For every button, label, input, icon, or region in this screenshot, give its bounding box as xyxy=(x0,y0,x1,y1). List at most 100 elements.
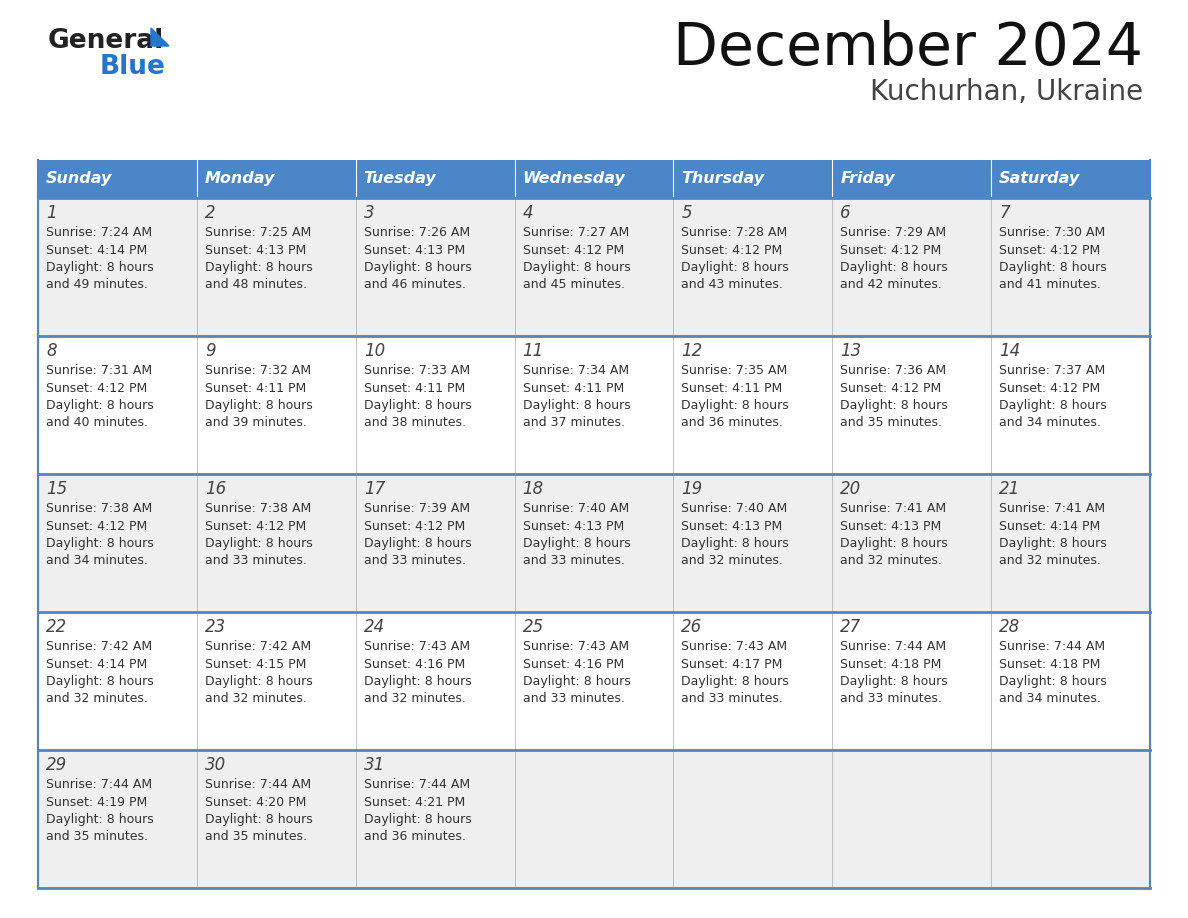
Text: Sunrise: 7:38 AM: Sunrise: 7:38 AM xyxy=(204,502,311,515)
Text: 8: 8 xyxy=(46,342,57,360)
Text: Daylight: 8 hours: Daylight: 8 hours xyxy=(523,537,631,550)
Text: and 38 minutes.: and 38 minutes. xyxy=(364,417,466,430)
Text: and 34 minutes.: and 34 minutes. xyxy=(46,554,147,567)
Text: Sunrise: 7:27 AM: Sunrise: 7:27 AM xyxy=(523,226,628,239)
Text: and 33 minutes.: and 33 minutes. xyxy=(682,692,783,706)
Text: Daylight: 8 hours: Daylight: 8 hours xyxy=(46,813,153,826)
Text: Sunrise: 7:33 AM: Sunrise: 7:33 AM xyxy=(364,364,469,377)
Text: Sunset: 4:13 PM: Sunset: 4:13 PM xyxy=(840,520,942,532)
Text: Sunrise: 7:37 AM: Sunrise: 7:37 AM xyxy=(999,364,1105,377)
Text: Sunset: 4:11 PM: Sunset: 4:11 PM xyxy=(204,382,307,395)
Text: Sunrise: 7:24 AM: Sunrise: 7:24 AM xyxy=(46,226,152,239)
Text: Sunrise: 7:42 AM: Sunrise: 7:42 AM xyxy=(46,640,152,653)
Text: and 32 minutes.: and 32 minutes. xyxy=(682,554,783,567)
Text: Sunrise: 7:29 AM: Sunrise: 7:29 AM xyxy=(840,226,947,239)
Bar xyxy=(355,160,514,198)
Text: Sunday: Sunday xyxy=(46,172,113,186)
Text: Sunrise: 7:42 AM: Sunrise: 7:42 AM xyxy=(204,640,311,653)
Text: General: General xyxy=(48,28,164,54)
Text: Daylight: 8 hours: Daylight: 8 hours xyxy=(523,399,631,412)
Text: Daylight: 8 hours: Daylight: 8 hours xyxy=(364,399,472,412)
Text: Sunset: 4:12 PM: Sunset: 4:12 PM xyxy=(999,243,1100,256)
Text: Daylight: 8 hours: Daylight: 8 hours xyxy=(364,537,472,550)
Text: Daylight: 8 hours: Daylight: 8 hours xyxy=(204,813,312,826)
Text: Daylight: 8 hours: Daylight: 8 hours xyxy=(840,399,948,412)
Bar xyxy=(38,474,1150,612)
Bar xyxy=(514,160,674,198)
Text: Sunset: 4:16 PM: Sunset: 4:16 PM xyxy=(364,657,465,670)
Text: Sunset: 4:11 PM: Sunset: 4:11 PM xyxy=(364,382,465,395)
Text: and 33 minutes.: and 33 minutes. xyxy=(523,554,625,567)
Text: Sunset: 4:13 PM: Sunset: 4:13 PM xyxy=(364,243,465,256)
Text: 12: 12 xyxy=(682,342,702,360)
Text: Sunrise: 7:28 AM: Sunrise: 7:28 AM xyxy=(682,226,788,239)
Bar xyxy=(38,336,1150,474)
Text: and 35 minutes.: and 35 minutes. xyxy=(46,831,148,844)
Text: 24: 24 xyxy=(364,618,385,636)
Text: Sunrise: 7:30 AM: Sunrise: 7:30 AM xyxy=(999,226,1105,239)
Text: Sunrise: 7:41 AM: Sunrise: 7:41 AM xyxy=(840,502,947,515)
Text: Daylight: 8 hours: Daylight: 8 hours xyxy=(364,813,472,826)
Text: Sunset: 4:12 PM: Sunset: 4:12 PM xyxy=(204,520,307,532)
Text: 18: 18 xyxy=(523,480,544,498)
Text: Sunrise: 7:40 AM: Sunrise: 7:40 AM xyxy=(523,502,628,515)
Text: 29: 29 xyxy=(46,756,68,774)
Text: Sunset: 4:16 PM: Sunset: 4:16 PM xyxy=(523,657,624,670)
Text: December 2024: December 2024 xyxy=(672,20,1143,77)
Text: Daylight: 8 hours: Daylight: 8 hours xyxy=(46,675,153,688)
Text: Wednesday: Wednesday xyxy=(523,172,625,186)
Text: Kuchurhan, Ukraine: Kuchurhan, Ukraine xyxy=(870,78,1143,106)
Bar xyxy=(38,750,1150,888)
Text: Sunrise: 7:36 AM: Sunrise: 7:36 AM xyxy=(840,364,947,377)
Text: Sunset: 4:18 PM: Sunset: 4:18 PM xyxy=(840,657,942,670)
Bar xyxy=(38,612,1150,750)
Text: and 45 minutes.: and 45 minutes. xyxy=(523,278,625,292)
Text: and 32 minutes.: and 32 minutes. xyxy=(999,554,1101,567)
Text: 21: 21 xyxy=(999,480,1020,498)
Text: Sunrise: 7:39 AM: Sunrise: 7:39 AM xyxy=(364,502,469,515)
Text: Sunset: 4:19 PM: Sunset: 4:19 PM xyxy=(46,796,147,809)
Text: Sunset: 4:11 PM: Sunset: 4:11 PM xyxy=(682,382,783,395)
Text: 7: 7 xyxy=(999,204,1010,222)
Text: Monday: Monday xyxy=(204,172,276,186)
Text: Daylight: 8 hours: Daylight: 8 hours xyxy=(204,399,312,412)
Bar xyxy=(674,160,833,198)
Bar xyxy=(38,160,197,198)
Text: 11: 11 xyxy=(523,342,544,360)
Text: and 35 minutes.: and 35 minutes. xyxy=(204,831,307,844)
Text: Blue: Blue xyxy=(100,54,166,80)
Text: Sunset: 4:17 PM: Sunset: 4:17 PM xyxy=(682,657,783,670)
Text: 15: 15 xyxy=(46,480,68,498)
Text: and 39 minutes.: and 39 minutes. xyxy=(204,417,307,430)
Text: and 33 minutes.: and 33 minutes. xyxy=(840,692,942,706)
Text: 6: 6 xyxy=(840,204,851,222)
Text: and 33 minutes.: and 33 minutes. xyxy=(364,554,466,567)
Text: and 41 minutes.: and 41 minutes. xyxy=(999,278,1101,292)
Text: 13: 13 xyxy=(840,342,861,360)
Text: Sunset: 4:12 PM: Sunset: 4:12 PM xyxy=(364,520,465,532)
Text: Daylight: 8 hours: Daylight: 8 hours xyxy=(999,399,1107,412)
Text: and 34 minutes.: and 34 minutes. xyxy=(999,417,1101,430)
Text: Sunrise: 7:44 AM: Sunrise: 7:44 AM xyxy=(840,640,947,653)
Text: and 35 minutes.: and 35 minutes. xyxy=(840,417,942,430)
Text: Sunrise: 7:25 AM: Sunrise: 7:25 AM xyxy=(204,226,311,239)
Text: Daylight: 8 hours: Daylight: 8 hours xyxy=(999,537,1107,550)
Text: Sunrise: 7:44 AM: Sunrise: 7:44 AM xyxy=(999,640,1105,653)
Text: Sunset: 4:13 PM: Sunset: 4:13 PM xyxy=(682,520,783,532)
Text: and 33 minutes.: and 33 minutes. xyxy=(523,692,625,706)
Text: Sunset: 4:13 PM: Sunset: 4:13 PM xyxy=(523,520,624,532)
Text: Sunset: 4:13 PM: Sunset: 4:13 PM xyxy=(204,243,307,256)
Text: Sunset: 4:20 PM: Sunset: 4:20 PM xyxy=(204,796,307,809)
Text: Sunset: 4:12 PM: Sunset: 4:12 PM xyxy=(840,243,942,256)
Text: Sunset: 4:14 PM: Sunset: 4:14 PM xyxy=(46,243,147,256)
Text: Daylight: 8 hours: Daylight: 8 hours xyxy=(682,399,789,412)
Text: Sunset: 4:14 PM: Sunset: 4:14 PM xyxy=(46,657,147,670)
Text: Daylight: 8 hours: Daylight: 8 hours xyxy=(204,261,312,274)
Text: Saturday: Saturday xyxy=(999,172,1080,186)
Text: Daylight: 8 hours: Daylight: 8 hours xyxy=(840,261,948,274)
Text: and 32 minutes.: and 32 minutes. xyxy=(364,692,466,706)
Text: 1: 1 xyxy=(46,204,57,222)
Bar xyxy=(991,160,1150,198)
Text: Daylight: 8 hours: Daylight: 8 hours xyxy=(204,537,312,550)
Text: Sunset: 4:18 PM: Sunset: 4:18 PM xyxy=(999,657,1100,670)
